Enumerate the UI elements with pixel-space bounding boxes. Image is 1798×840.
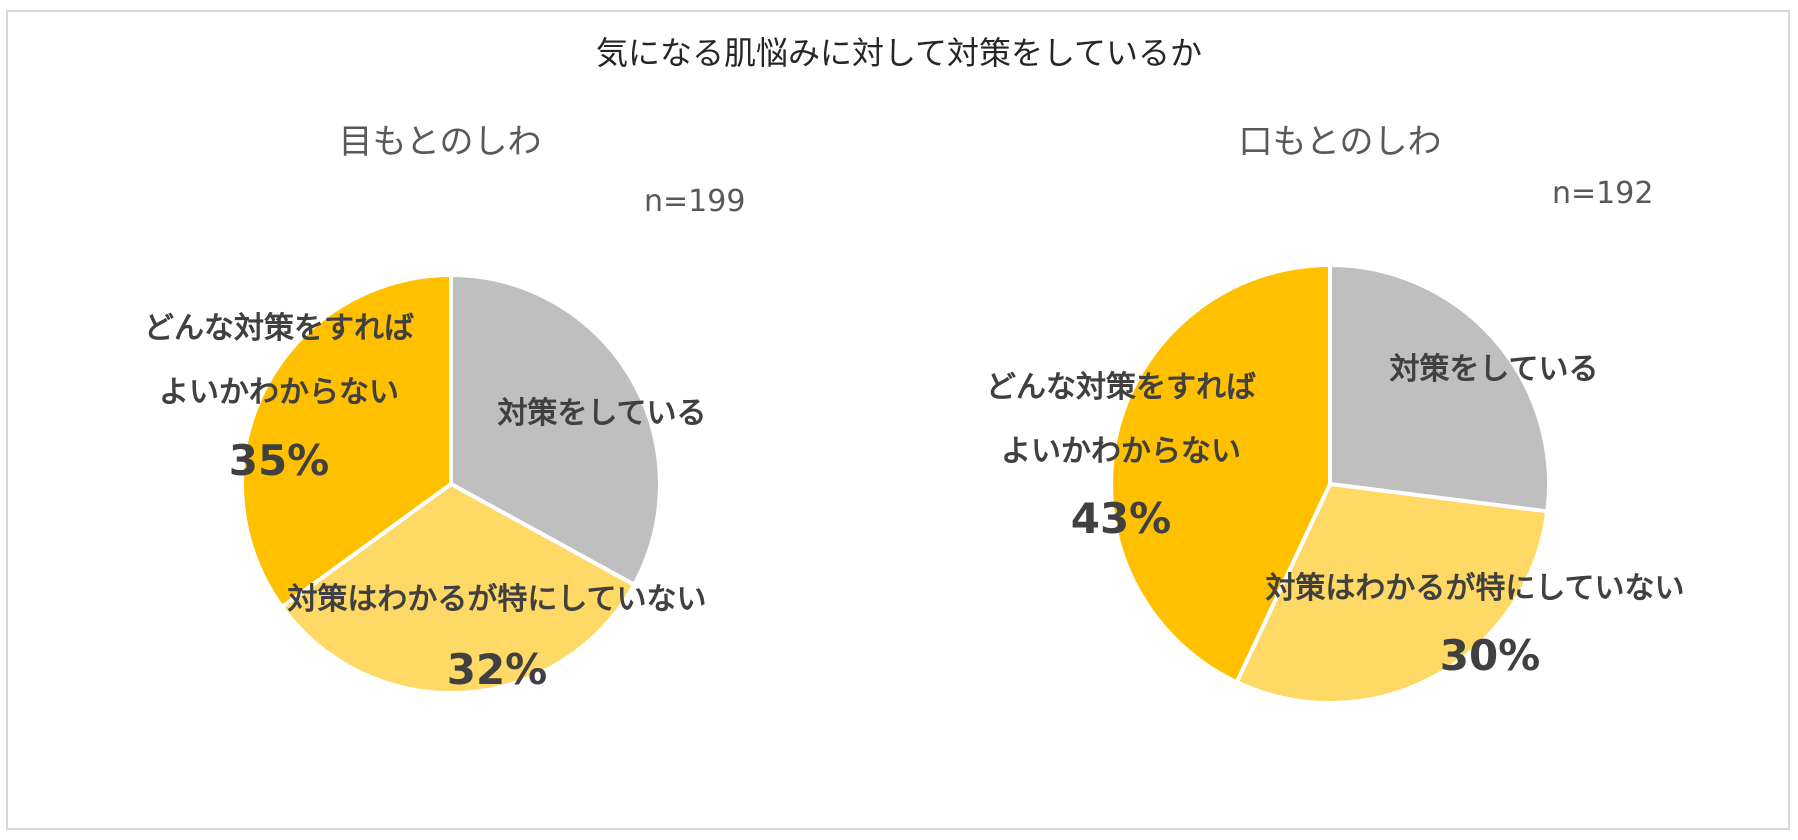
pie-2-slice-3-percent: 43% xyxy=(1071,494,1172,543)
pie-1-slice-1 xyxy=(449,273,662,587)
pie-2-slice-1 xyxy=(1328,263,1551,514)
pie-1-title: 目もとのしわ xyxy=(338,122,542,162)
pie-1-slice-2 xyxy=(279,482,637,695)
pie-1-slice-3-percent: 35% xyxy=(229,436,330,485)
chart-main-title: 気になる肌悩みに対して対策をしているか xyxy=(595,34,1203,72)
pie-2-slice-3-label: どんな対策をすればよいかわからない xyxy=(986,370,1256,469)
pie-2-sample-size: n=192 xyxy=(1552,176,1654,211)
pie-1-slice-1-label: 対策をしている xyxy=(497,396,706,431)
pie-1-slice-2-label: 対策はわかるが特にしていない xyxy=(287,582,706,617)
pie-1-slice-3 xyxy=(240,273,453,609)
pie-2-slice-2 xyxy=(1234,482,1550,706)
pie-1-slice-3-label: どんな対策をすればよいかわからない xyxy=(144,311,414,410)
pie-1-sample-size: n=199 xyxy=(644,184,746,219)
pie-2-slice-2-percent: 30% xyxy=(1440,631,1541,680)
pie-2-title: 口もとのしわ xyxy=(1238,122,1442,162)
pie-2-slice-2-label: 対策はわかるが特にしていない xyxy=(1265,571,1684,606)
pie-1-slice-2-percent: 32% xyxy=(447,645,548,694)
pie-2-slice-1-label: 対策をしている xyxy=(1389,352,1598,387)
pie-2-slice-3 xyxy=(1108,263,1332,685)
